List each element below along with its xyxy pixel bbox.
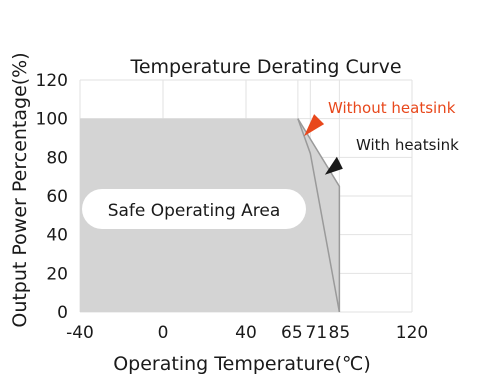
x-tick-label: 0 [158,323,169,343]
derating-curves [297,118,341,313]
y-tick-label: 20 [46,264,68,284]
chart-title: Temperature Derating Curve [129,56,401,78]
safe-operating-area-text: Safe Operating Area [108,201,281,221]
x-tick-label: 40 [235,323,257,343]
legend-with-heatsink: With heatsink [356,136,459,154]
y-tick-label: 80 [46,148,68,168]
x-tick-label: -40 [66,323,94,343]
x-axis-ticks: -40 0 40 65 71 85 120 [66,323,428,343]
y-tick-label: 40 [46,226,68,246]
x-tick-label: 85 [329,323,351,343]
legend-without-heatsink: Without heatsink [328,99,456,117]
y-axis-ticks: 0 20 40 60 80 100 120 [36,71,68,323]
safe-operating-area-bubble [82,189,306,229]
x-axis-label: Operating Temperature(℃) [113,353,371,375]
y-tick-label: 0 [57,303,68,323]
x-tick-label: 120 [396,323,428,343]
y-tick-label: 60 [46,187,68,207]
arrow-with-heatsink [324,156,343,175]
x-tick-label: 71 [306,323,328,343]
arrow-without-heatsink [304,114,325,137]
y-axis-label: Output Power Percentage(%) [9,52,31,327]
y-tick-label: 120 [36,71,68,91]
derating-slope-0 [297,118,341,313]
y-tick-label: 100 [36,110,68,130]
derating-slope-1 [297,118,341,312]
safe-operating-area-label: Safe Operating Area [82,189,306,229]
x-tick-label: 65 [281,323,303,343]
annotations: Without heatsink With heatsink [304,99,459,175]
